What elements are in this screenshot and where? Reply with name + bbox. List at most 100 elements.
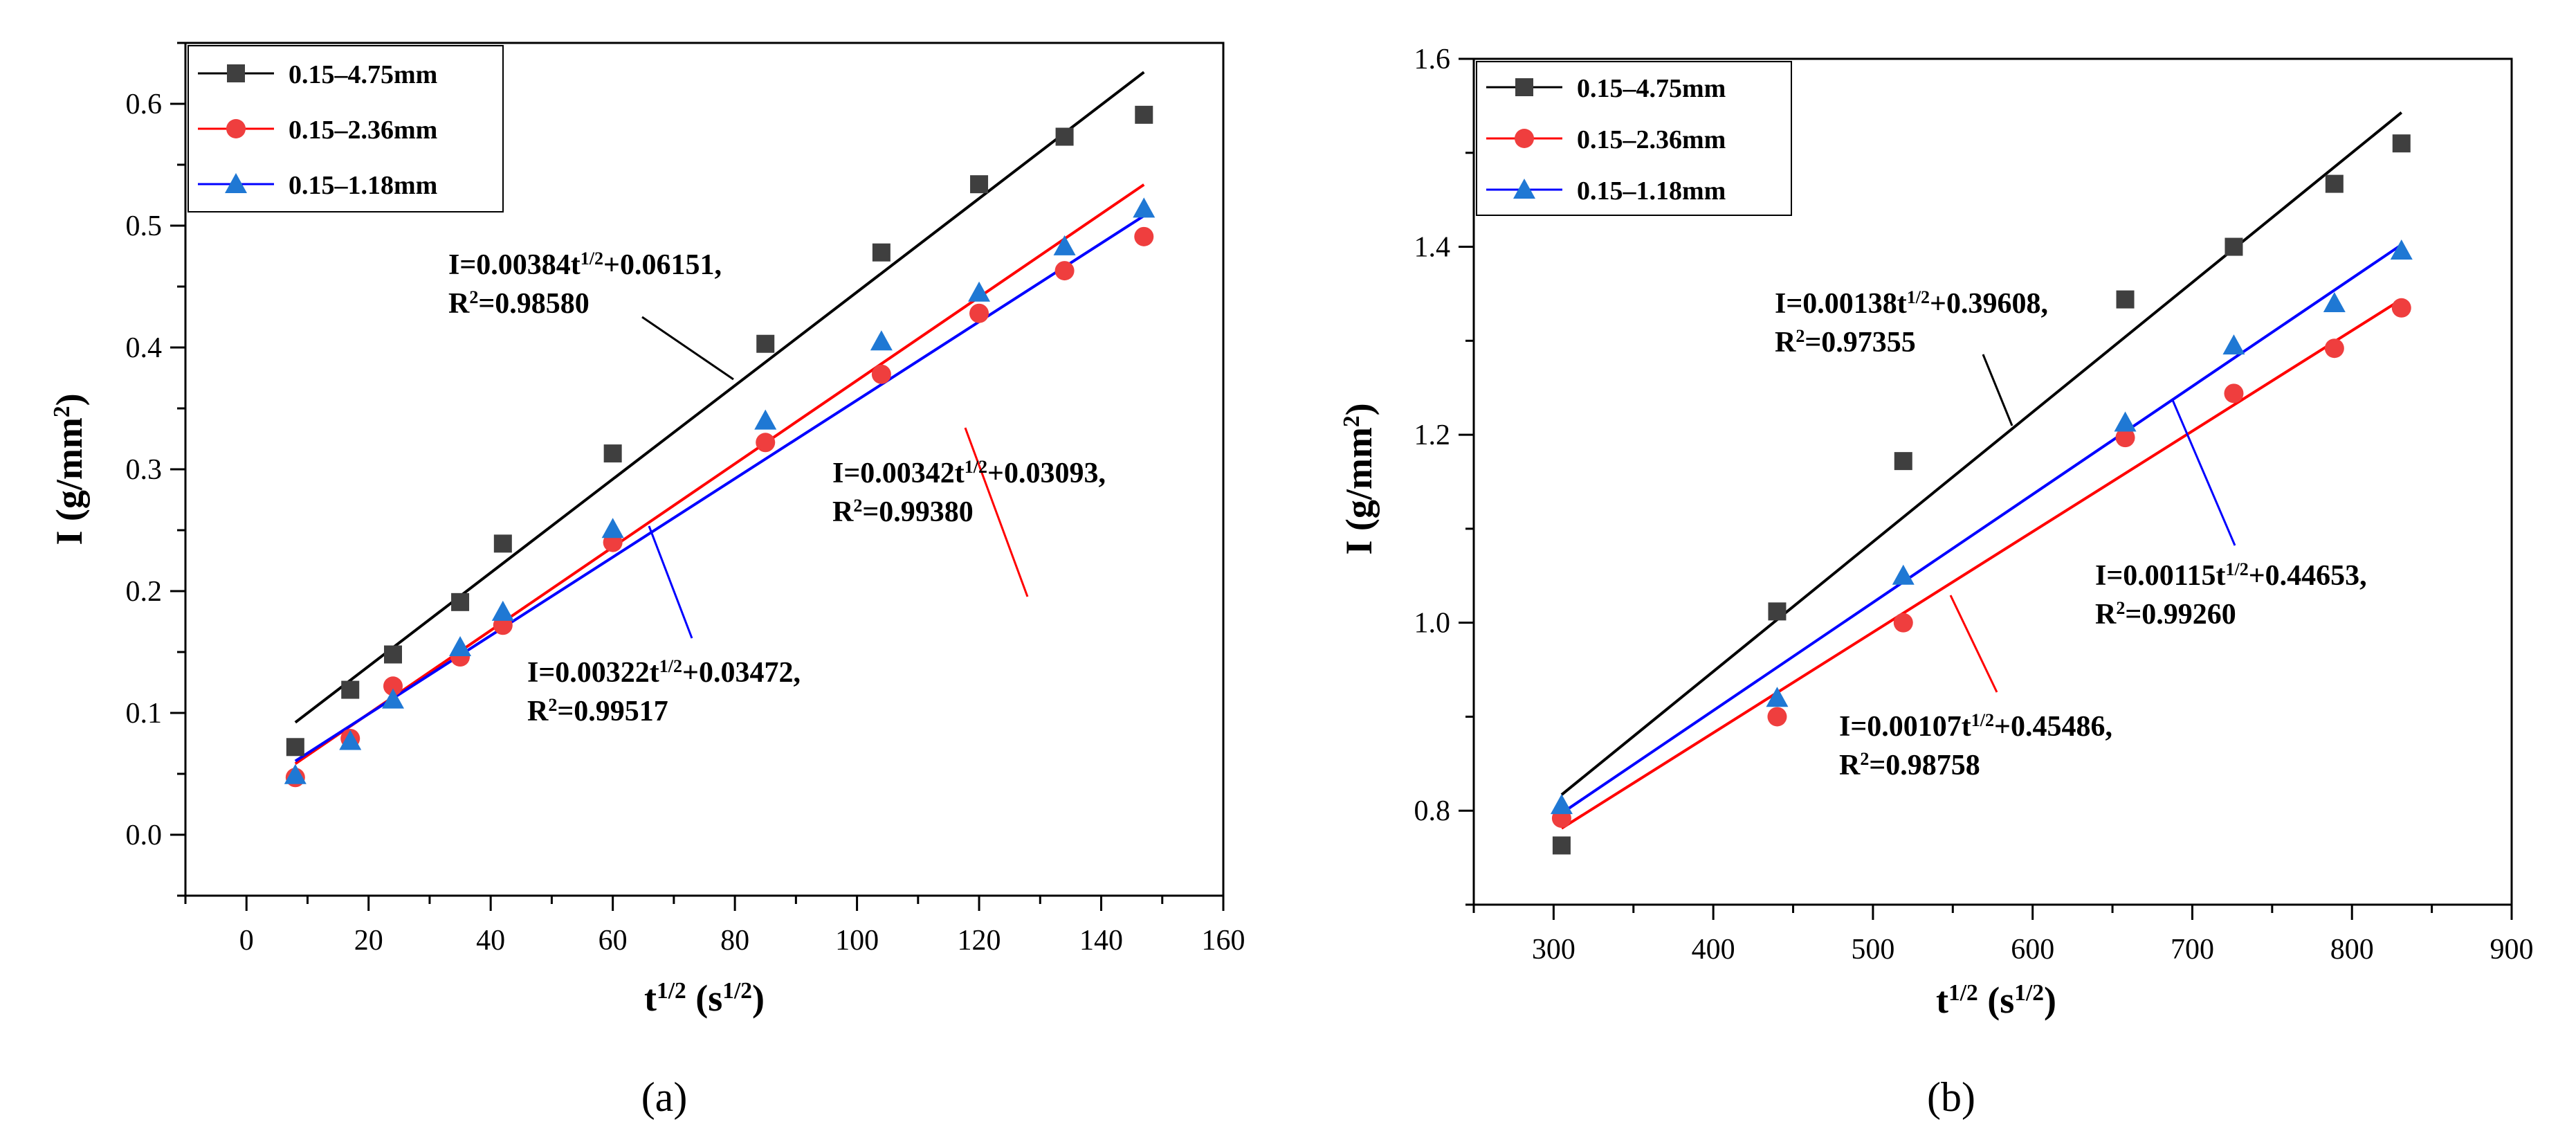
data-point-series-1	[2116, 290, 2135, 309]
x-tick-label: 400	[1692, 934, 1735, 966]
fit-line-1	[1560, 111, 2403, 796]
data-point-series-3	[339, 730, 362, 750]
data-point-series-1	[1894, 452, 1912, 471]
annotation-r-squared: R2=0.99260	[2095, 598, 2236, 631]
y-tick-label: 0.6	[126, 89, 163, 120]
data-point-series-1	[451, 592, 470, 611]
x-axis-title: t1/2 (s1/2)	[1936, 979, 2056, 1021]
legend-marker	[225, 173, 247, 193]
y-tick-label: 0.4	[126, 332, 163, 364]
data-point-series-3	[449, 635, 472, 656]
annotation-equation: I=0.00107t1/2+0.45486,	[1839, 710, 2112, 743]
x-tick-label: 60	[599, 925, 628, 957]
fit-line-3	[294, 215, 1145, 763]
annotation-leader-line	[1982, 354, 2013, 426]
plot-frame	[1472, 57, 2513, 906]
data-point-series-1	[1055, 127, 1074, 146]
annotation-r-squared: R2=0.98758	[1839, 749, 1980, 782]
data-point-series-3	[284, 763, 307, 784]
y-tick-label: 0.2	[126, 576, 163, 608]
legend-label: 0.15–2.36mm	[1577, 125, 1726, 154]
x-tick-label: 160	[1202, 925, 1245, 957]
y-tick-label: 0.8	[1414, 795, 1451, 827]
data-point-series-1	[341, 680, 360, 699]
legend-label: 0.15–2.36mm	[289, 116, 437, 145]
legend-label: 0.15–4.75mm	[1577, 74, 1726, 103]
annotation-r-squared: R2=0.99380	[832, 496, 974, 529]
y-tick-label: 1.0	[1414, 608, 1451, 640]
data-point-series-1	[1768, 602, 1787, 621]
data-point-series-3	[870, 330, 893, 351]
data-point-series-2	[1054, 261, 1075, 281]
data-point-series-3	[1550, 794, 1573, 815]
fit-line-3	[1560, 243, 2402, 815]
data-point-series-3	[1133, 197, 1155, 218]
x-tick-label: 140	[1079, 925, 1123, 957]
legend-marker	[1513, 179, 1535, 199]
data-point-series-3	[601, 518, 624, 539]
data-point-series-1	[756, 334, 775, 353]
annotation-leader-line	[1949, 595, 1998, 693]
panel-caption: (b)	[1927, 1074, 1975, 1120]
annotation-equation: I=0.00138t1/2+0.39608,	[1775, 287, 2048, 320]
chart-panel-a: 0 20 40 60 80 100 120 140 160 0.0 0.1 0.2 0.3 0.4 0.5 0…	[48, 42, 1245, 1120]
data-point-series-3	[491, 600, 514, 621]
x-tick-label: 600	[2011, 934, 2054, 966]
data-point-series-2	[871, 364, 891, 384]
data-point-series-3	[1053, 235, 1076, 255]
fit-line-1	[294, 71, 1145, 724]
legend-marker	[1515, 78, 1533, 96]
annotation-r-squared: R2=0.97355	[1775, 326, 1916, 359]
legend-marker	[1515, 129, 1534, 148]
annotation-equation: I=0.00384t1/2+0.06151,	[448, 248, 722, 282]
annotation-r-squared: R2=0.98580	[448, 287, 590, 320]
data-point-series-1	[2225, 237, 2243, 256]
data-point-series-2	[1893, 613, 1913, 633]
data-point-series-2	[1134, 226, 1154, 246]
data-point-series-3	[382, 688, 404, 709]
x-tick-label: 700	[2171, 934, 2214, 966]
data-point-series-2	[1767, 707, 1787, 727]
data-point-series-2	[383, 676, 403, 696]
y-axis-title: I (g/mm2)	[1338, 403, 1380, 554]
data-point-series-2	[2115, 428, 2135, 448]
y-tick-label: 0.3	[126, 454, 163, 486]
chart-panel-b: 300 400 500 600 700 800 900 0.8 1.0 1.2 1.4 1.6 0.15…	[1338, 44, 2534, 1120]
y-tick-label: 0.1	[126, 698, 163, 730]
x-tick-label: 300	[1532, 934, 1575, 966]
annotation-leader-line	[964, 427, 1029, 597]
data-point-series-3	[2323, 292, 2346, 313]
x-tick-label: 0	[239, 925, 254, 957]
x-tick-label: 40	[476, 925, 505, 957]
data-point-series-1	[1135, 105, 1153, 124]
legend-label: 0.15–1.18mm	[289, 171, 437, 200]
annotation-r-squared: R2=0.99517	[527, 695, 668, 728]
data-point-series-2	[2224, 383, 2244, 404]
annotation-leader-line	[2171, 399, 2236, 546]
x-tick-label: 900	[2490, 934, 2534, 966]
fit-line-2	[294, 183, 1145, 766]
data-point-series-3	[1892, 564, 1915, 585]
data-point-series-1	[1552, 836, 1571, 855]
x-tick-label: 100	[835, 925, 879, 957]
data-point-series-3	[1766, 687, 1789, 707]
data-point-series-3	[2114, 411, 2137, 432]
data-point-series-1	[493, 534, 512, 553]
x-axis-title: t1/2 (s1/2)	[644, 977, 765, 1019]
annotation-leader-line	[641, 316, 734, 381]
annotation-equation: I=0.00342t1/2+0.03093,	[832, 457, 1106, 490]
panel-caption: (a)	[641, 1074, 688, 1120]
fit-line-2	[1560, 298, 2402, 830]
x-tick-label: 80	[720, 925, 749, 957]
data-point-series-3	[754, 409, 777, 430]
data-point-series-3	[2222, 334, 2245, 355]
y-tick-label: 1.2	[1414, 419, 1451, 451]
legend-label: 0.15–1.18mm	[1577, 177, 1726, 206]
x-tick-label: 20	[354, 925, 383, 957]
data-point-series-2	[756, 433, 776, 453]
annotation-equation: I=0.00115t1/2+0.44653,	[2095, 559, 2367, 592]
annotation-leader-line	[648, 525, 693, 639]
y-axis-title: I (g/mm2)	[48, 393, 90, 545]
y-tick-label: 1.6	[1414, 44, 1451, 75]
data-point-series-1	[384, 645, 402, 664]
